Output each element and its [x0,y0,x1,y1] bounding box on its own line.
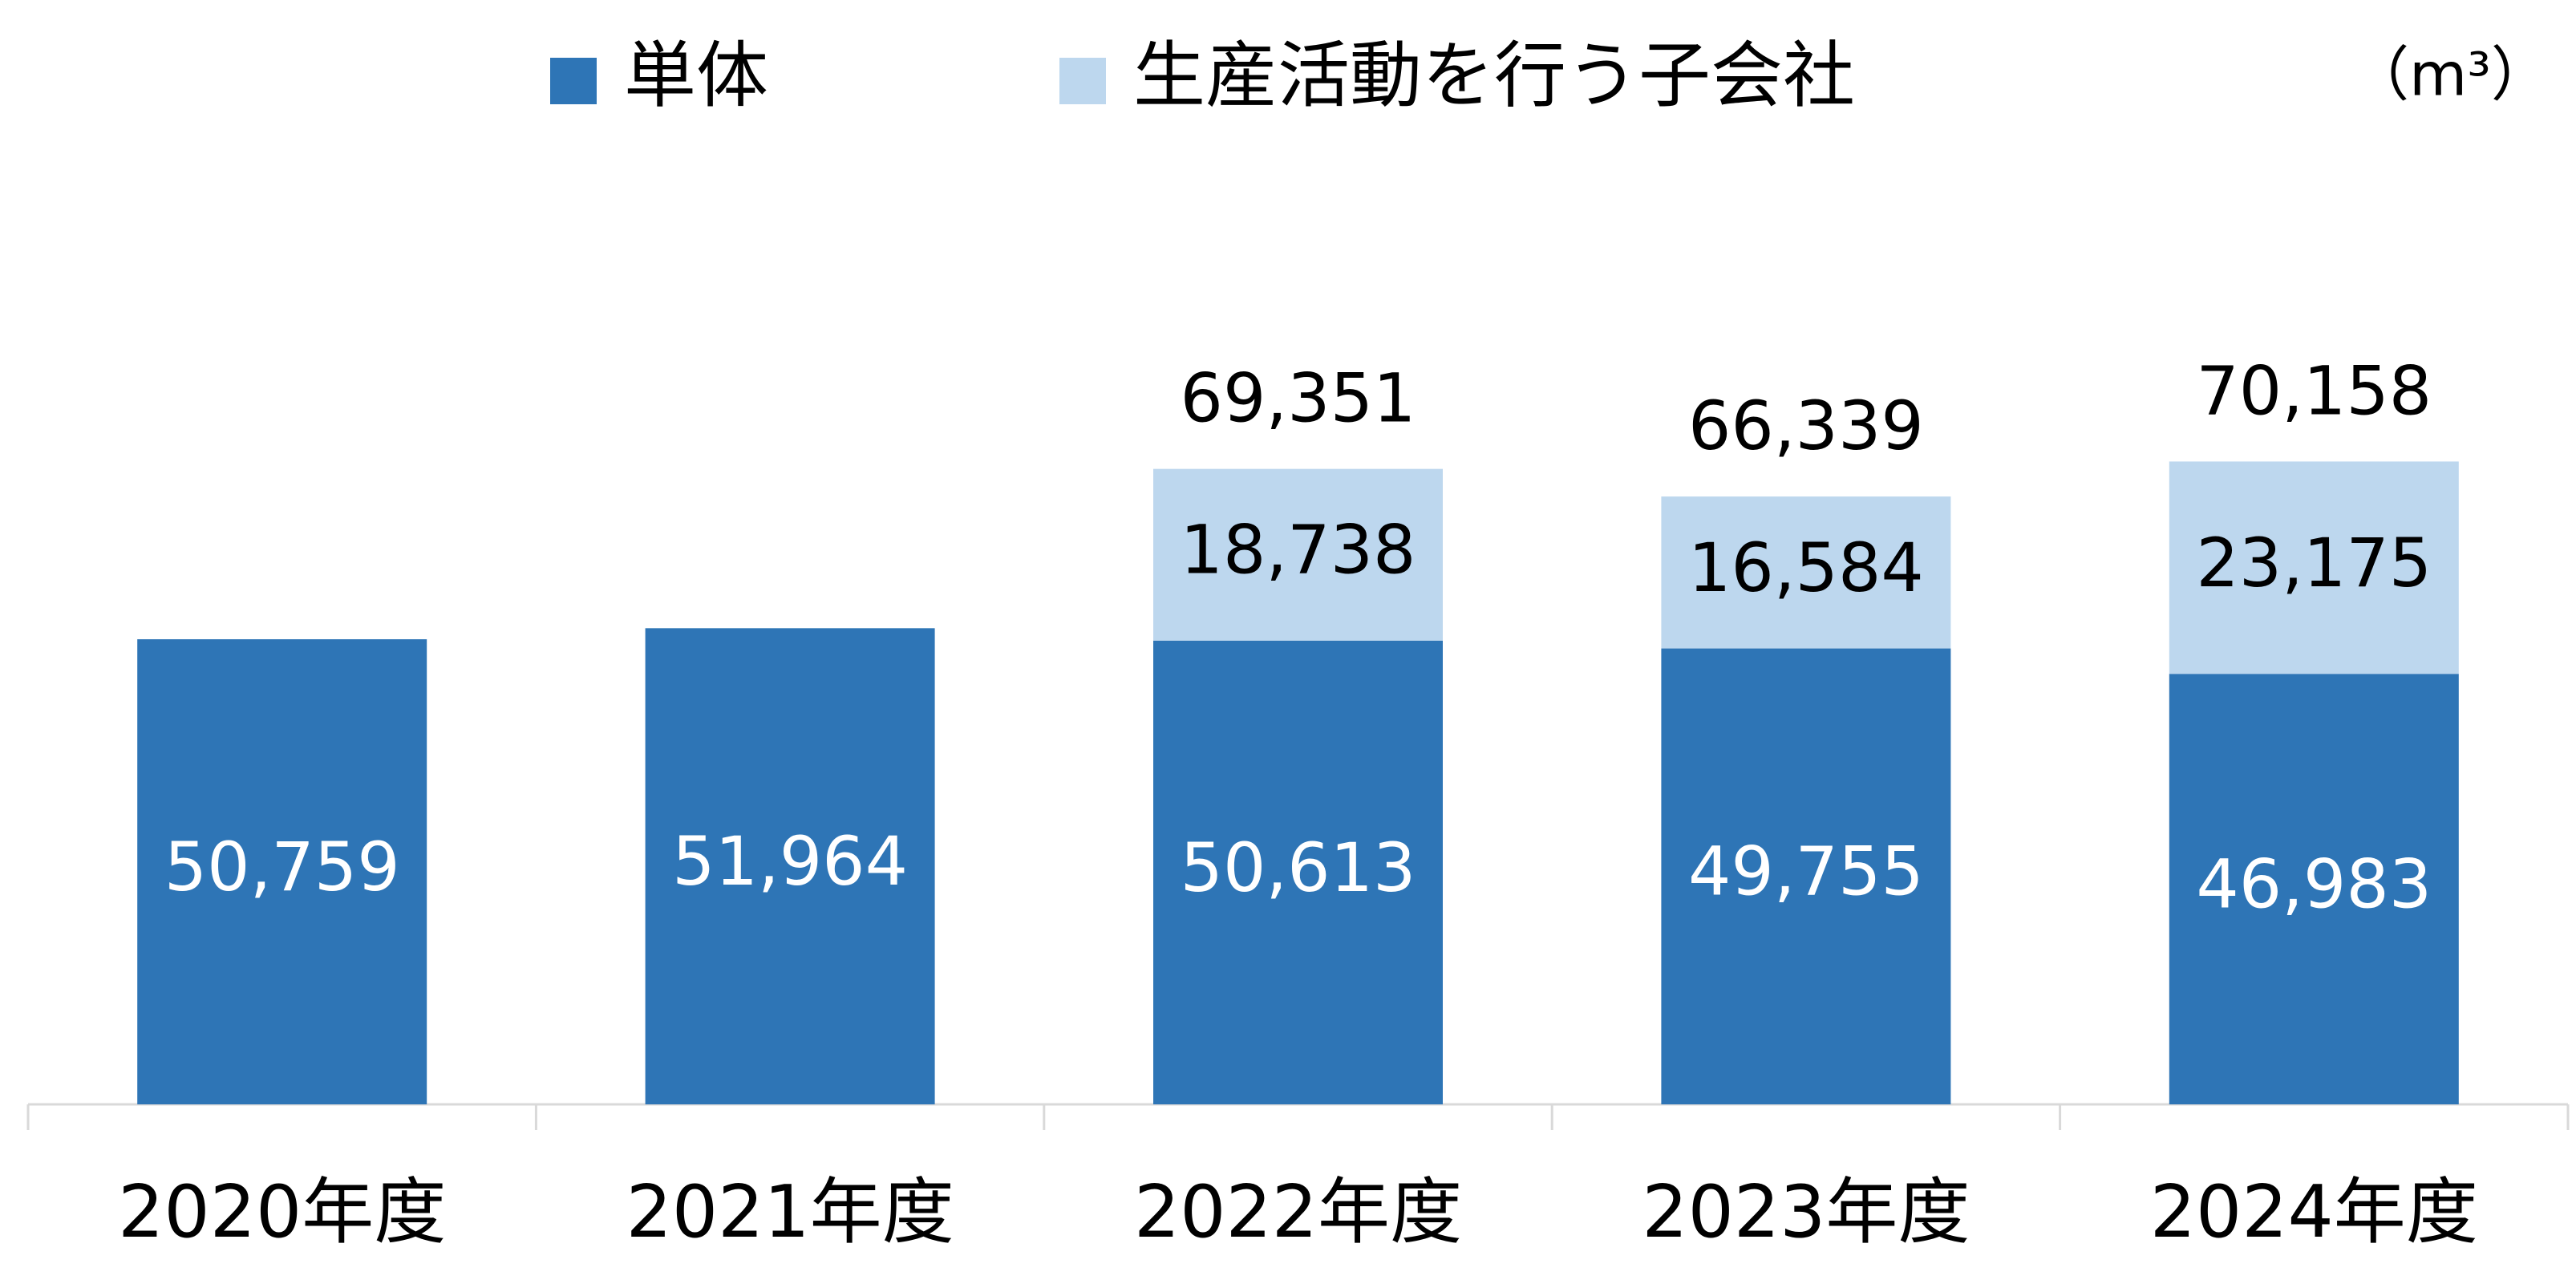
total-label: 69,351 [1181,359,1416,438]
value-label: 50,759 [164,828,400,906]
legend-swatch [1059,58,1106,104]
bar-segment [137,639,427,1104]
total-label: 66,339 [1688,387,1924,465]
value-label: 50,613 [1181,828,1416,907]
value-label: 46,983 [2196,845,2432,924]
bar-segment [1153,640,1443,1104]
bar-segment [1153,468,1443,641]
x-tick-label: 2022年度 [1134,1170,1462,1254]
legend-label: 生産活動を行う子会社 [1133,34,1855,118]
x-tick-label: 2021年度 [626,1170,954,1254]
value-label: 51,964 [672,822,908,901]
legend-swatch [550,58,597,104]
x-tick-label: 2024年度 [2150,1170,2478,1254]
bar-segment [2169,461,2459,674]
bar-segment [2169,674,2459,1104]
value-label: 18,738 [1181,511,1416,589]
value-label: 23,175 [2196,524,2432,602]
x-tick-label: 2023年度 [1642,1170,1970,1254]
bar-segment [1661,496,1951,649]
value-label: 16,584 [1688,529,1924,607]
x-tick-label: 2020年度 [118,1170,446,1254]
legend-label: 単体 [624,34,768,118]
total-label: 70,158 [2196,351,2432,430]
bar-segment [645,628,935,1104]
value-label: 49,755 [1688,832,1924,911]
bar-segment [1661,648,1951,1104]
unit-label: （m³） [2350,41,2550,110]
